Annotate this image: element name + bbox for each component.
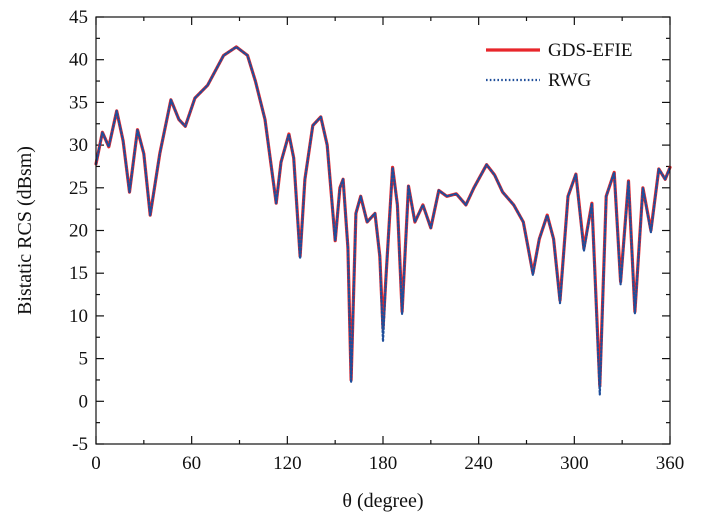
legend-label-gds-efie: GDS-EFIE [548,40,632,61]
x-tick-label: 360 [656,453,685,474]
x-tick-label: 60 [182,453,201,474]
x-tick-label: 120 [273,453,302,474]
y-axis-title: Bistatic RCS (dBsm) [14,146,36,315]
legend: GDS-EFIE RWG [486,40,632,91]
axis-ticks [95,16,671,445]
y-tick-label: 30 [69,135,88,156]
y-tick-label: 35 [69,92,88,113]
y-tick-label: -5 [72,434,88,455]
x-axis-title: θ (degree) [342,490,423,512]
y-tick-label: 25 [69,178,88,199]
x-tick-label: 240 [464,453,493,474]
y-tick-label: 40 [69,50,88,71]
x-tick-label: 180 [369,453,398,474]
x-tick-label: 300 [560,453,589,474]
legend-label-rwg: RWG [548,70,592,91]
plot-frame [95,16,671,445]
y-tick-label: 0 [79,391,89,412]
series-line-rwg [94,45,672,396]
y-tick-label: 10 [69,306,88,327]
y-tick-label: 45 [69,7,88,28]
y-tick-label: 20 [69,221,88,242]
series-layer [94,45,672,396]
x-tick-label: 0 [91,453,101,474]
y-tick-label: 5 [79,349,89,370]
y-tick-label: 15 [69,263,88,284]
